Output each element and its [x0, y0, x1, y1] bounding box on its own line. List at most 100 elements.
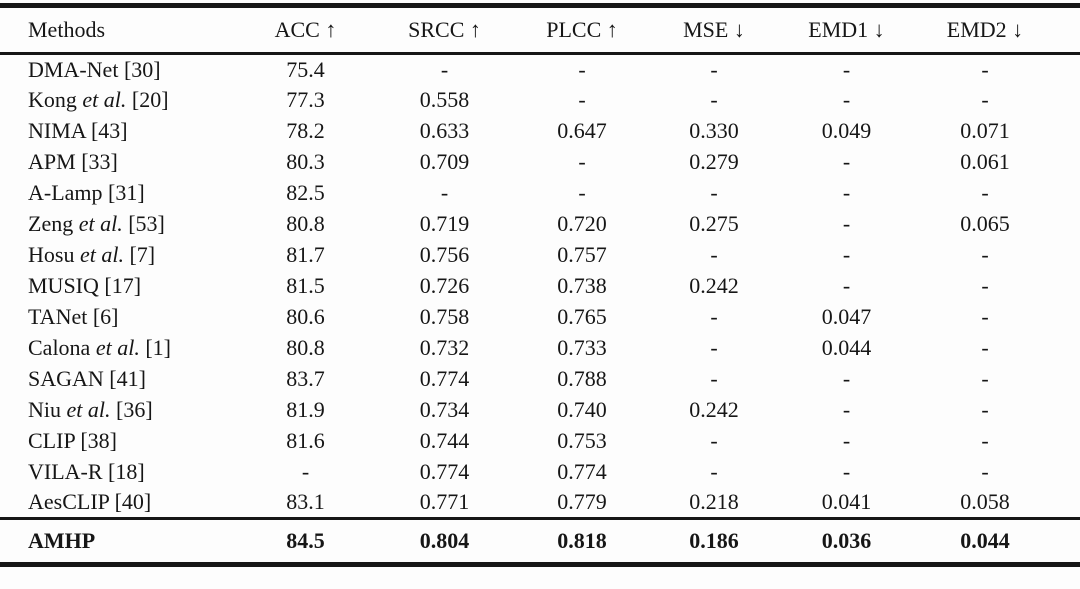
value-cell: -: [710, 428, 718, 453]
method-text-pre: VILA-R: [28, 459, 103, 484]
value-cell: 0.047: [821, 304, 872, 329]
value-cell: 0.765: [557, 304, 607, 329]
value-cell: -: [842, 180, 851, 205]
method-text-post: [31]: [102, 180, 145, 205]
value-cell: -: [842, 56, 851, 82]
spacer-cell: [1055, 209, 1080, 240]
method-text-post: [18]: [102, 459, 145, 484]
table-row: AesCLIP [40] 83.1 0.771 0.779 0.218 0.041 0.05…: [0, 488, 1080, 519]
method-text-pre: APM: [28, 149, 76, 174]
spacer-cell: [1055, 395, 1080, 426]
method-cell: MUSIQ [17]: [0, 271, 236, 302]
value-cell: 81.9: [286, 397, 325, 422]
value-cell: 0.044: [821, 335, 872, 360]
column-header-emd1: EMD1 ↓: [808, 17, 885, 42]
table-row: Hosu et al. [7] 81.7 0.756 0.757 - - -: [0, 240, 1080, 271]
table-row: Zeng et al. [53] 80.8 0.719 0.720 0.275 - 0.06…: [0, 209, 1080, 240]
value-cell: -: [981, 366, 989, 391]
value-cell: -: [301, 459, 310, 484]
method-text-post: [40]: [109, 489, 152, 515]
column-header-emd2: EMD2 ↓: [946, 17, 1024, 42]
spacer-cell: [1055, 178, 1080, 209]
value-cell: 0.071: [960, 118, 1010, 143]
results-table: Methods ACC ↑ SRCC ↑ PLCC ↑ MSE ↓ EMD1 ↓ EMD2 …: [0, 3, 1080, 567]
method-text-post: [36]: [110, 397, 153, 422]
value-cell: 0.242: [689, 273, 739, 298]
method-cell: AMHP: [0, 519, 236, 565]
table-row: A-Lamp [31] 82.5 - - - - -: [0, 178, 1080, 209]
highlight-row: AMHP 84.5 0.804 0.818 0.186 0.036 0.044: [0, 518, 1080, 565]
value-cell: 0.044: [960, 528, 1010, 553]
spacer-cell: [1055, 364, 1080, 395]
spacer-cell: [1055, 488, 1080, 519]
value-cell: 0.719: [419, 211, 470, 236]
method-text-pre: Kong: [28, 87, 83, 112]
value-cell: 83.7: [286, 366, 325, 391]
value-cell: -: [842, 242, 851, 267]
table-row: Calona et al. [1] 80.8 0.732 0.733 - 0.044 -: [0, 333, 1080, 364]
method-text-pre: CLIP: [28, 428, 75, 453]
value-cell: 0.036: [821, 528, 872, 553]
method-et-al: et al.: [82, 87, 127, 112]
value-cell: -: [578, 56, 586, 82]
column-header-acc: ACC ↑: [274, 17, 337, 42]
value-cell: -: [842, 397, 851, 422]
value-cell: -: [440, 180, 449, 205]
method-et-al: et al.: [95, 335, 140, 360]
value-cell: 81.6: [286, 428, 325, 453]
table-row: APM [33] 80.3 0.709 - 0.279 - 0.061: [0, 147, 1080, 178]
table-row: VILA-R [18] - 0.774 0.774 - - -: [0, 457, 1080, 488]
method-et-al: et al.: [79, 242, 124, 267]
value-cell: 0.041: [821, 489, 872, 515]
table-row: SAGAN [41] 83.7 0.774 0.788 - - -: [0, 364, 1080, 395]
method-cell: Hosu et al. [7]: [0, 240, 236, 271]
value-cell: 0.065: [960, 211, 1010, 236]
value-cell: 0.734: [419, 397, 470, 422]
value-cell: -: [981, 180, 989, 205]
spacer-cell: [1055, 271, 1080, 302]
value-cell: 0.757: [557, 242, 607, 267]
method-cell: DMA-Net [30]: [0, 54, 236, 85]
method-text-pre: AesCLIP: [28, 489, 110, 515]
method-text-pre: AMHP: [28, 528, 96, 553]
method-text-pre: Niu: [28, 397, 67, 422]
value-cell: 0.774: [419, 366, 470, 391]
value-cell: -: [981, 428, 989, 453]
value-cell: -: [981, 304, 989, 329]
value-cell: 0.709: [419, 149, 470, 174]
table-footer: AMHP 84.5 0.804 0.818 0.186 0.036 0.044: [0, 518, 1080, 565]
value-cell: 0.756: [419, 242, 470, 267]
value-cell: 0.633: [419, 118, 470, 143]
method-cell: TANet [6]: [0, 302, 236, 333]
method-cell: VILA-R [18]: [0, 457, 236, 488]
method-text-post: [53]: [122, 211, 165, 236]
method-text-post: [30]: [118, 56, 161, 82]
method-text-post: [20]: [126, 87, 169, 112]
method-cell: Kong et al. [20]: [0, 85, 236, 116]
value-cell: 0.049: [821, 118, 872, 143]
value-cell: 0.733: [557, 335, 607, 360]
value-cell: 0.804: [419, 528, 470, 553]
value-cell: 80.6: [286, 304, 325, 329]
method-text-pre: MUSIQ: [28, 273, 99, 298]
value-cell: 0.738: [557, 273, 607, 298]
value-cell: -: [981, 459, 989, 484]
header-row: Methods ACC ↑ SRCC ↑ PLCC ↑ MSE ↓ EMD1 ↓ EMD2 …: [0, 6, 1080, 54]
spacer-cell: [1055, 426, 1080, 457]
value-cell: 0.758: [419, 304, 470, 329]
method-cell: AesCLIP [40]: [0, 488, 236, 519]
table-row: Kong et al. [20] 77.3 0.558 - - - -: [0, 85, 1080, 116]
spacer-cell: [1055, 519, 1080, 565]
value-cell: -: [842, 428, 851, 453]
value-cell: -: [710, 242, 718, 267]
method-cell: A-Lamp [31]: [0, 178, 236, 209]
spacer-cell: [1055, 116, 1080, 147]
value-cell: -: [981, 87, 989, 112]
table-row: TANet [6] 80.6 0.758 0.765 - 0.047 -: [0, 302, 1080, 333]
method-text-pre: Zeng: [28, 211, 79, 236]
method-cell: Calona et al. [1]: [0, 333, 236, 364]
value-cell: -: [981, 335, 989, 360]
value-cell: -: [440, 56, 449, 82]
column-header-methods: Methods: [28, 17, 105, 42]
